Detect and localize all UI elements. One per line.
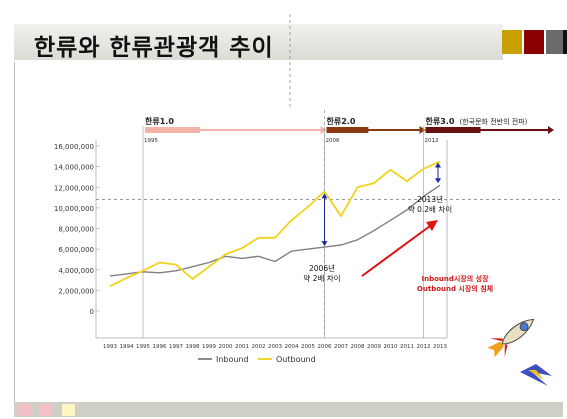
y-tick-label: 6,000,000 <box>58 246 94 254</box>
bottom-square-1 <box>18 404 31 416</box>
era-label: 한류3.0 <box>426 116 455 126</box>
trend-arrow-line <box>361 225 431 277</box>
legend-label-outbound: Outbound <box>276 355 316 364</box>
gap-arrow-2013-head-bottom <box>435 178 441 184</box>
x-tick-label: 2009 <box>367 344 381 350</box>
series-line-inbound <box>109 184 441 277</box>
era-bar <box>425 127 481 133</box>
rocket-flame <box>520 364 552 386</box>
era-year-label: 1995 <box>144 138 158 144</box>
x-tick-label: 2004 <box>285 344 299 350</box>
era-label: 한류1.0 <box>145 116 174 126</box>
annotation-2013: 약 0.2배 차이 <box>408 204 452 214</box>
y-tick-label: 4,000,000 <box>58 267 94 275</box>
x-tick-label: 2006 <box>318 344 332 350</box>
annotation-2006: 2006년 <box>309 263 335 273</box>
left-frame-line <box>14 62 15 402</box>
y-tick-label: 16,000,000 <box>54 143 94 151</box>
title-square-1 <box>502 30 522 54</box>
callout-text: Inbound시장의 성장 <box>421 274 489 283</box>
x-tick-label: 2003 <box>268 344 282 350</box>
trend-arrow-head <box>426 220 438 231</box>
slide-title: 한류와 한류관광객 추이 <box>34 35 274 61</box>
callout-text: Outbound 시장의 침체 <box>417 284 493 293</box>
era-arrow-head <box>548 126 554 134</box>
y-tick-label: 8,000,000 <box>58 226 94 234</box>
gap-arrow-2006-head-top <box>321 193 328 199</box>
y-tick-label: 10,000,000 <box>54 205 94 213</box>
bottom-square-3 <box>62 404 75 416</box>
x-tick-label: 2005 <box>301 344 315 350</box>
y-tick-label: 12,000,000 <box>54 184 94 192</box>
title-square-4 <box>563 30 567 54</box>
gap-arrow-2006-head-bottom <box>321 241 328 247</box>
annotation-2006: 약 2배 차이 <box>303 273 340 283</box>
x-tick-label: 2001 <box>235 344 249 350</box>
title-square-2 <box>524 30 544 54</box>
x-tick-label: 1993 <box>103 344 117 350</box>
legend-label-inbound: Inbound <box>216 355 249 364</box>
x-tick-label: 1997 <box>169 344 183 350</box>
era-year-label: 2006 <box>326 138 340 144</box>
x-tick-label: 2010 <box>384 344 398 350</box>
bottom-bar <box>14 402 563 417</box>
x-tick-label: 1998 <box>186 344 200 350</box>
era-bar <box>145 127 200 133</box>
series-line-outbound <box>109 160 441 288</box>
x-tick-label: 2002 <box>252 344 266 350</box>
x-tick-label: 2013 <box>433 344 447 350</box>
era-year-label: 2012 <box>425 138 439 144</box>
era-arrow-head <box>320 126 327 134</box>
y-tick-label: 2,000,000 <box>58 287 94 295</box>
era-label: 한류2.0 <box>327 116 356 126</box>
y-tick-label: 14,000,000 <box>54 164 94 172</box>
x-tick-label: 2008 <box>351 344 365 350</box>
title-band <box>14 24 503 60</box>
bottom-square-2 <box>39 404 52 416</box>
x-tick-label: 2011 <box>400 344 414 350</box>
x-tick-label: 2012 <box>417 344 431 350</box>
era-bar <box>326 127 369 133</box>
x-tick-label: 1996 <box>153 344 167 350</box>
title-square-3 <box>546 30 566 54</box>
annotation-2013: 2013년 <box>417 194 443 204</box>
y-tick-label: 0 <box>90 308 94 316</box>
x-tick-label: 2000 <box>219 344 233 350</box>
era-note: (한국문화 전반의 전파) <box>460 117 528 126</box>
era-arrow-head <box>419 126 426 134</box>
rocket-illustration <box>487 318 535 358</box>
x-tick-label: 1994 <box>120 344 134 350</box>
x-tick-label: 2007 <box>334 344 348 350</box>
x-tick-label: 1999 <box>202 344 216 350</box>
x-tick-label: 1995 <box>136 344 150 350</box>
gap-arrow-2013-head-top <box>435 162 441 168</box>
